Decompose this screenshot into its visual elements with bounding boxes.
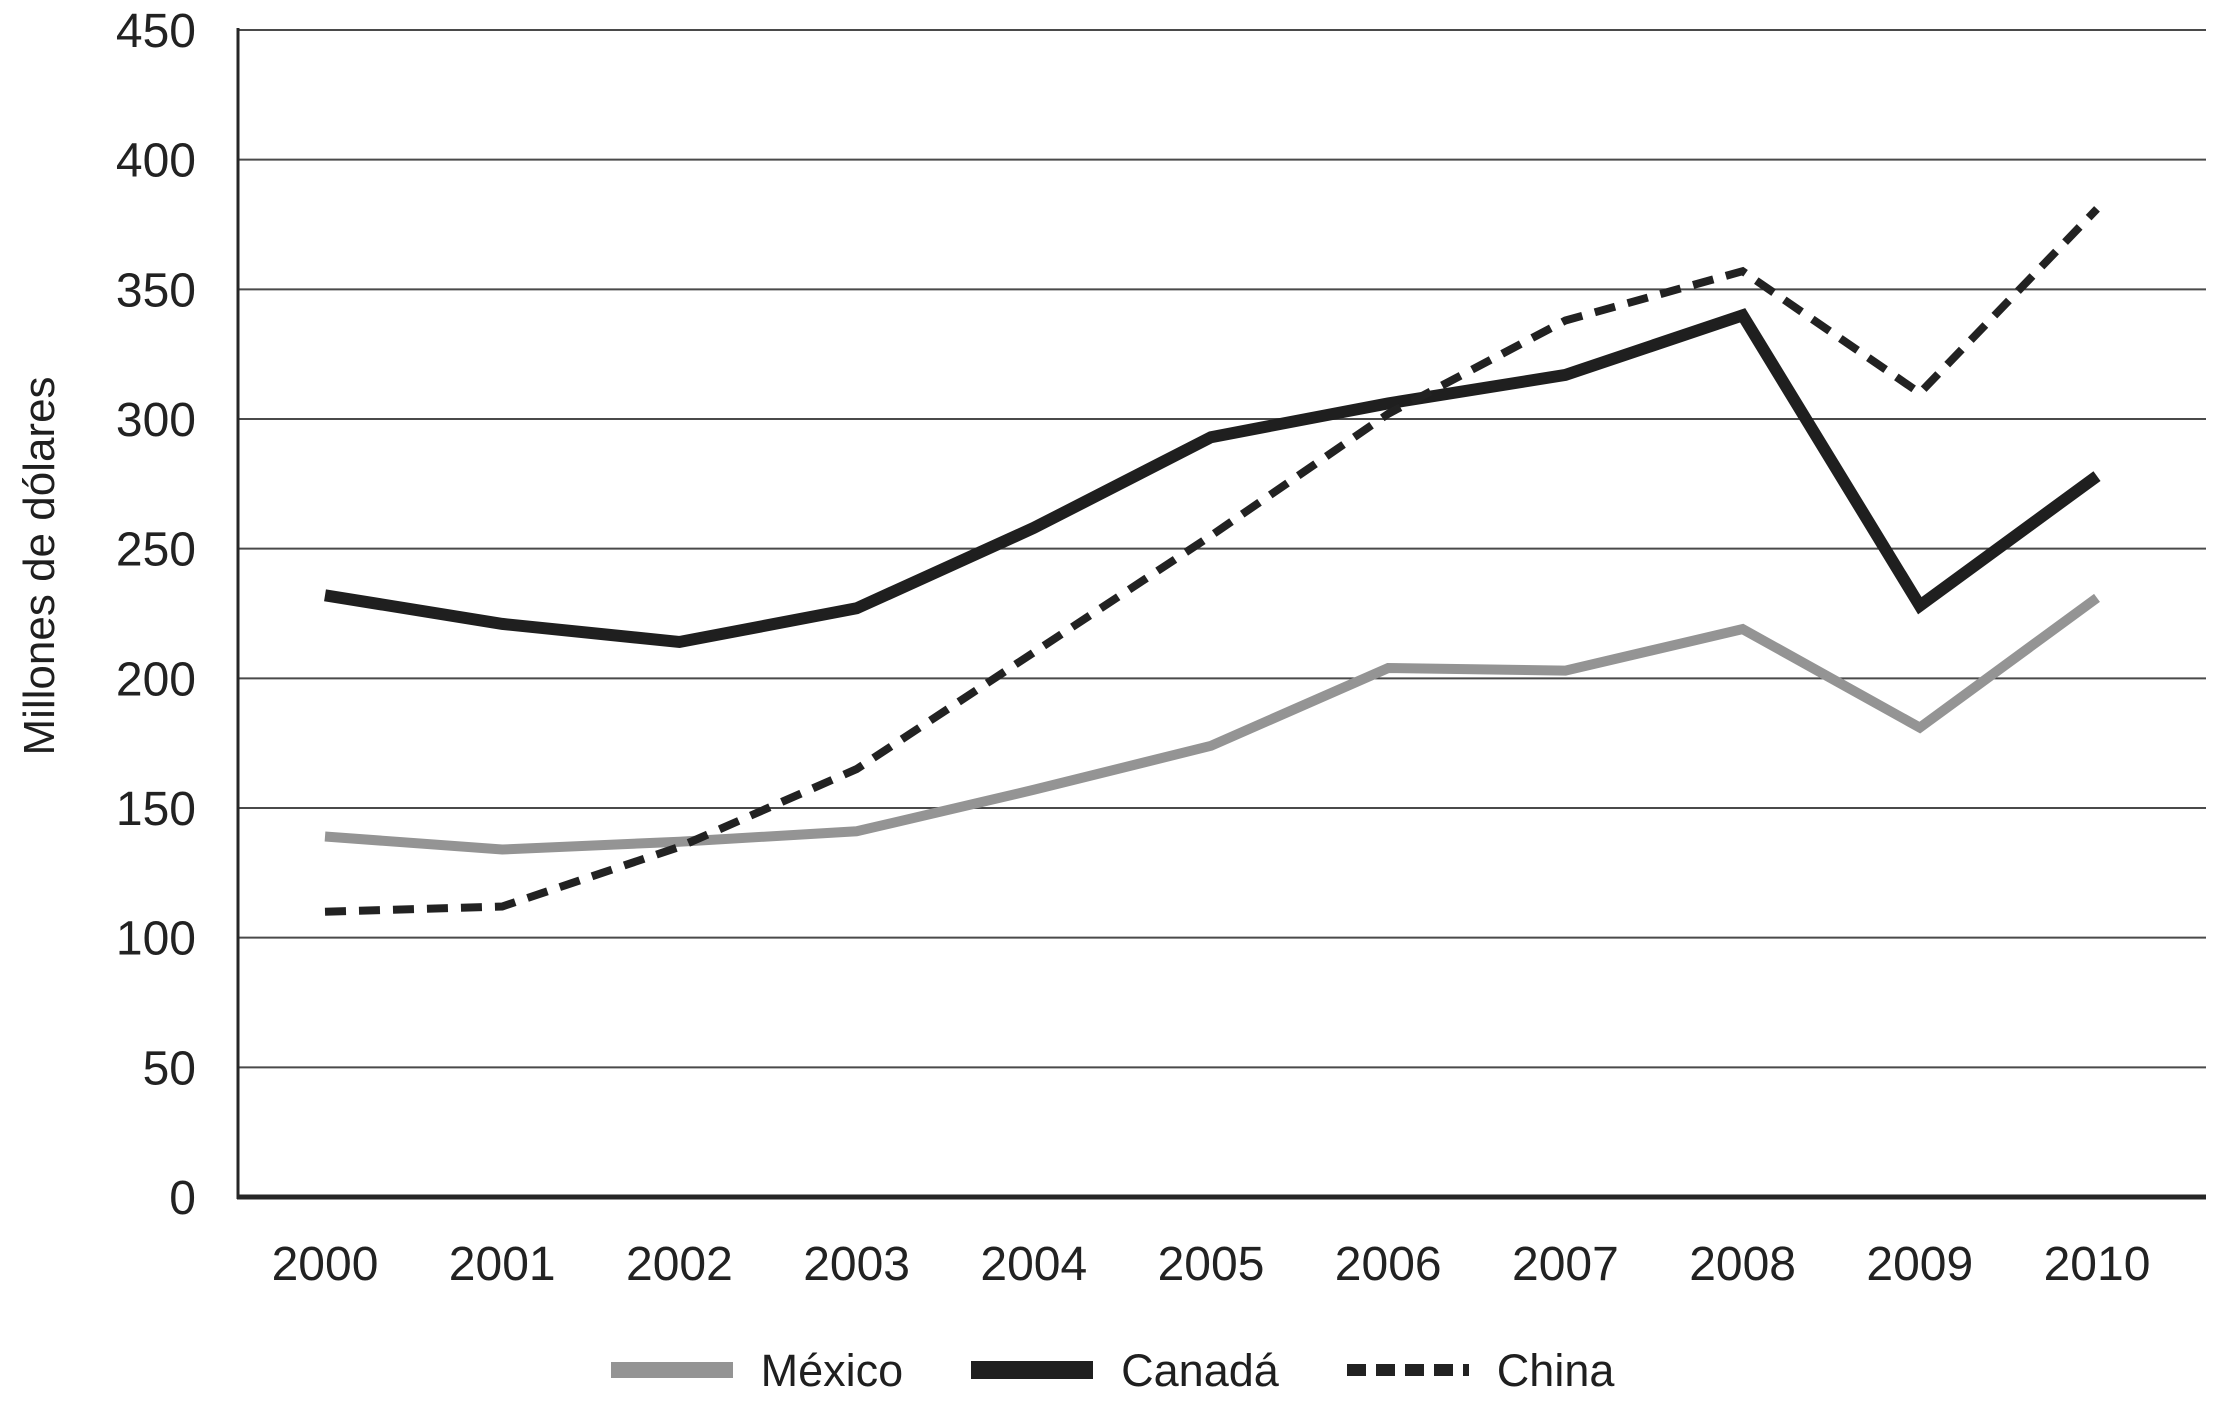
series-line-mexico <box>324 593 2100 855</box>
x-axis-tick-label: 2000 <box>272 1238 379 1291</box>
x-axis-tick-label: 2008 <box>1689 1238 1796 1291</box>
legend-label-mexico: México <box>760 1344 904 1396</box>
legend-item-canada: Canadá <box>971 1348 1279 1393</box>
canada-line-swatch <box>971 1361 1094 1379</box>
series-line-china <box>324 206 2100 916</box>
y-axis-tick-label: 50 <box>143 1042 196 1095</box>
y-axis-tick-label: 100 <box>116 913 196 966</box>
x-axis-tick-label: 2003 <box>803 1238 910 1291</box>
x-axis-tick-label: 2010 <box>2044 1238 2151 1291</box>
y-axis-tick-label: 200 <box>116 653 196 706</box>
x-axis-tick-label: 2001 <box>449 1238 556 1291</box>
legend: México Canadá China <box>0 1340 2225 1400</box>
y-axis-tick-label: 150 <box>116 783 196 836</box>
y-axis-tick-label: 450 <box>116 5 196 58</box>
x-axis-tick-label: 2007 <box>1512 1238 1619 1291</box>
legend-label-china: China <box>1496 1344 1615 1396</box>
y-axis-tick-label: 300 <box>116 394 196 447</box>
x-axis-tick-label: 2004 <box>980 1238 1087 1291</box>
x-axis-tick-label: 2002 <box>626 1238 733 1291</box>
legend-item-mexico: México <box>610 1344 904 1396</box>
legend-item-china: China <box>1346 1344 1615 1396</box>
china-line-swatch <box>1346 1364 1469 1376</box>
x-axis-tick-label: 2005 <box>1158 1238 1265 1291</box>
x-axis-tick-label: 2006 <box>1335 1238 1442 1291</box>
y-axis-tick-label: 350 <box>116 264 196 317</box>
mexico-line-swatch <box>610 1362 733 1378</box>
y-axis-tick-label: 0 <box>169 1172 196 1225</box>
series-line-canada <box>324 308 2101 649</box>
legend-label-canada: Canadá <box>1121 1344 1279 1396</box>
x-axis-tick-label: 2009 <box>1866 1238 1973 1291</box>
y-axis-title: Millones de dólares <box>15 376 64 756</box>
y-axis-tick-label: 250 <box>116 524 196 577</box>
y-axis-tick-label: 400 <box>116 135 196 188</box>
